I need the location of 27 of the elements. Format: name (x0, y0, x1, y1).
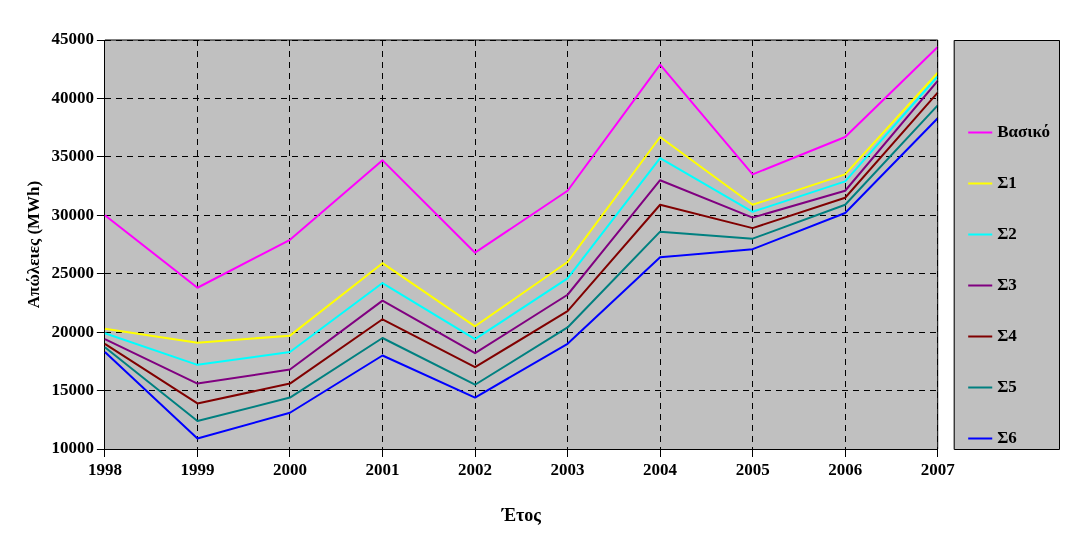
x-tick-label: 2006 (828, 459, 863, 479)
y-tick-label: 20000 (51, 321, 94, 341)
legend-label: Σ1 (997, 172, 1017, 192)
x-tick-label: 2002 (458, 459, 493, 479)
legend-label: Σ3 (997, 274, 1017, 294)
x-tick-label: 2005 (735, 459, 770, 479)
x-tick-label: 1999 (180, 459, 215, 479)
x-tick-label: 2000 (272, 459, 307, 479)
y-tick-label: 15000 (51, 379, 94, 399)
x-tick-label: 1998 (87, 459, 122, 479)
y-tick-label: 45000 (51, 29, 94, 49)
x-tick-label: 2004 (643, 459, 678, 479)
y-axis-title: Απώλειες (MWh) (23, 180, 43, 309)
y-tick-label: 25000 (51, 263, 94, 283)
x-tick-label: 2003 (550, 459, 585, 479)
y-tick-label: 40000 (51, 87, 94, 107)
legend-label: Σ5 (997, 376, 1017, 396)
x-tick-label: 2001 (365, 459, 400, 479)
y-tick-label: 35000 (51, 146, 94, 166)
legend-label: Σ4 (997, 325, 1018, 345)
legend-label: Σ6 (997, 427, 1017, 447)
x-axis-title: Έτος (500, 504, 542, 525)
y-tick-label: 30000 (51, 204, 94, 224)
y-tick-label: 10000 (51, 438, 94, 458)
x-tick-label: 2007 (920, 459, 956, 479)
legend-label: Σ2 (997, 223, 1017, 243)
legend-label: Βασικό (997, 121, 1050, 141)
